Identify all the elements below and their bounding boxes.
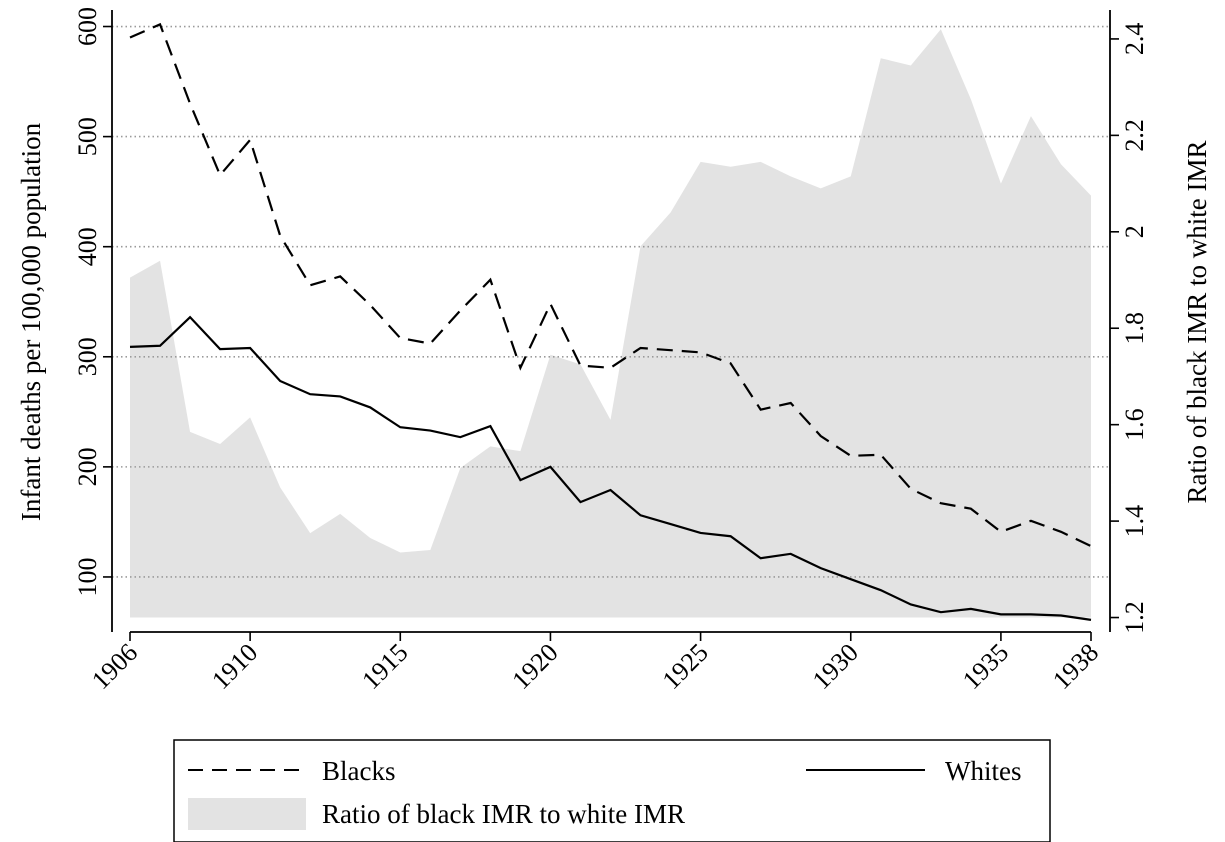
y-tick-label: 200 xyxy=(73,447,102,486)
x-tick-label: 1930 xyxy=(807,638,864,695)
y2-tick-label: 2.4 xyxy=(1120,23,1149,56)
legend-swatch-ratio xyxy=(188,798,306,830)
series-lines xyxy=(129,22,1092,621)
x-tick-label: 1938 xyxy=(1047,638,1104,695)
y2-tick-label: 2.2 xyxy=(1120,119,1149,152)
series-line-blacks xyxy=(129,22,1092,548)
y-tick-label: 100 xyxy=(73,557,102,596)
ratio-area-layer xyxy=(129,29,1092,618)
y-tick-label: 400 xyxy=(73,227,102,266)
y2-tick-label: 1.4 xyxy=(1120,505,1149,538)
y2-tick-label: 1.6 xyxy=(1120,408,1149,441)
y2-axis-title: Ratio of black IMR to white IMR xyxy=(1182,141,1212,504)
y-tick-label: 500 xyxy=(73,117,102,156)
x-tick-label: 1910 xyxy=(206,638,263,695)
legend-label-blacks: Blacks xyxy=(322,756,396,786)
x-tick-label: 1925 xyxy=(657,638,714,695)
y2-tick-label: 2 xyxy=(1120,225,1149,238)
y2-tick-label: 1.8 xyxy=(1120,312,1149,345)
legend-label-ratio: Ratio of black IMR to white IMR xyxy=(322,799,685,829)
y2-tick-label: 1.2 xyxy=(1120,601,1149,634)
x-tick-label: 1935 xyxy=(957,638,1014,695)
y-tick-label: 300 xyxy=(73,337,102,376)
x-tick-label: 1906 xyxy=(86,638,143,695)
y-tick-label: 600 xyxy=(73,7,102,46)
legend-label-whites: Whites xyxy=(945,756,1021,786)
legend: Blacks Whites Ratio of black IMR to whit… xyxy=(173,739,1051,842)
x-tick-label: 1920 xyxy=(506,638,563,695)
x-tick-label: 1915 xyxy=(356,638,413,695)
y-axis-title: Infant deaths per 100,000 population xyxy=(16,122,46,521)
ratio-area xyxy=(130,29,1091,618)
legend-box xyxy=(173,739,1051,842)
